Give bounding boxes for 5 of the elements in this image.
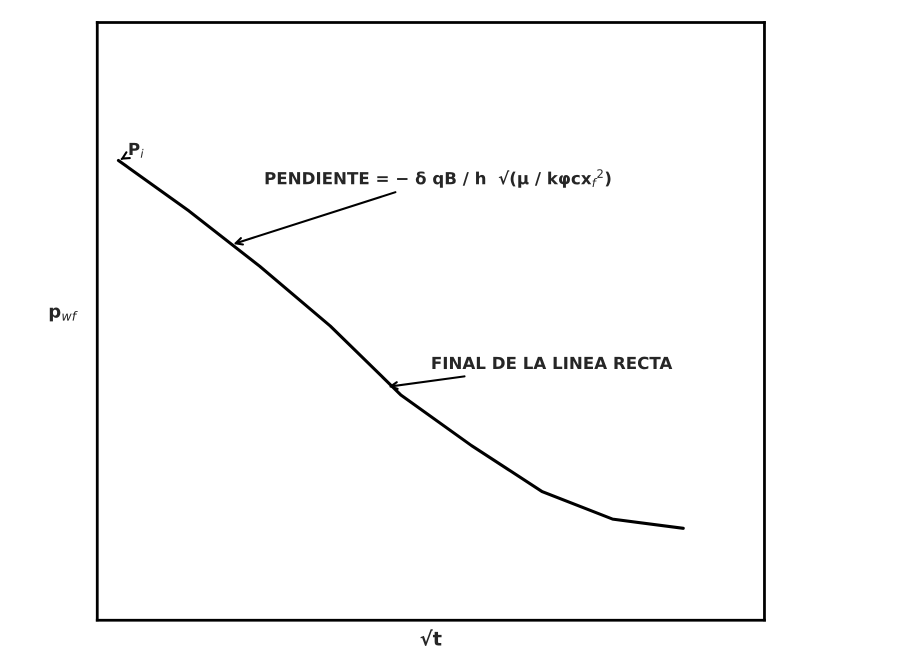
- annotation: PENDIENTE = − δ qB / h √(μ / kφcx$_{f}$$^{2}$): [266, 169, 611, 188]
- text: P$_{i}$: [129, 142, 144, 158]
- annotation: FINAL DE LA LINEA RECTA: [432, 356, 672, 370]
- y-axis-title: p$_{wf}$: [50, 308, 78, 322]
- x-axis-title: √t: [420, 629, 442, 646]
